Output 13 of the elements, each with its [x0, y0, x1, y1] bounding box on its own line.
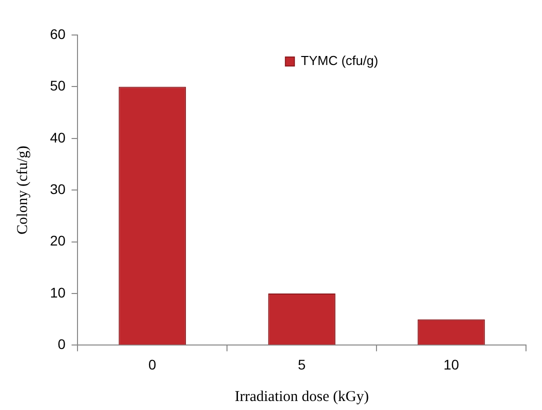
y-tick-label: 10 [50, 284, 66, 300]
y-tick-label: 0 [58, 336, 66, 352]
y-tick-label: 50 [50, 78, 66, 94]
y-tick-label: 30 [50, 180, 66, 197]
y-tick-label: 40 [50, 129, 66, 146]
y-axis-title: Colony (cfu/g) [14, 146, 31, 234]
x-tick-label: 10 [443, 356, 460, 372]
legend-label: TYMC (cfu/g) [300, 53, 378, 68]
y-tick-label: 60 [50, 26, 66, 42]
x-tick-label: 0 [148, 356, 156, 372]
x-axis-title: Irradiation dose (kGy) [234, 388, 369, 405]
x-tick-label: 5 [298, 356, 306, 372]
y-tick-label: 20 [50, 232, 66, 249]
